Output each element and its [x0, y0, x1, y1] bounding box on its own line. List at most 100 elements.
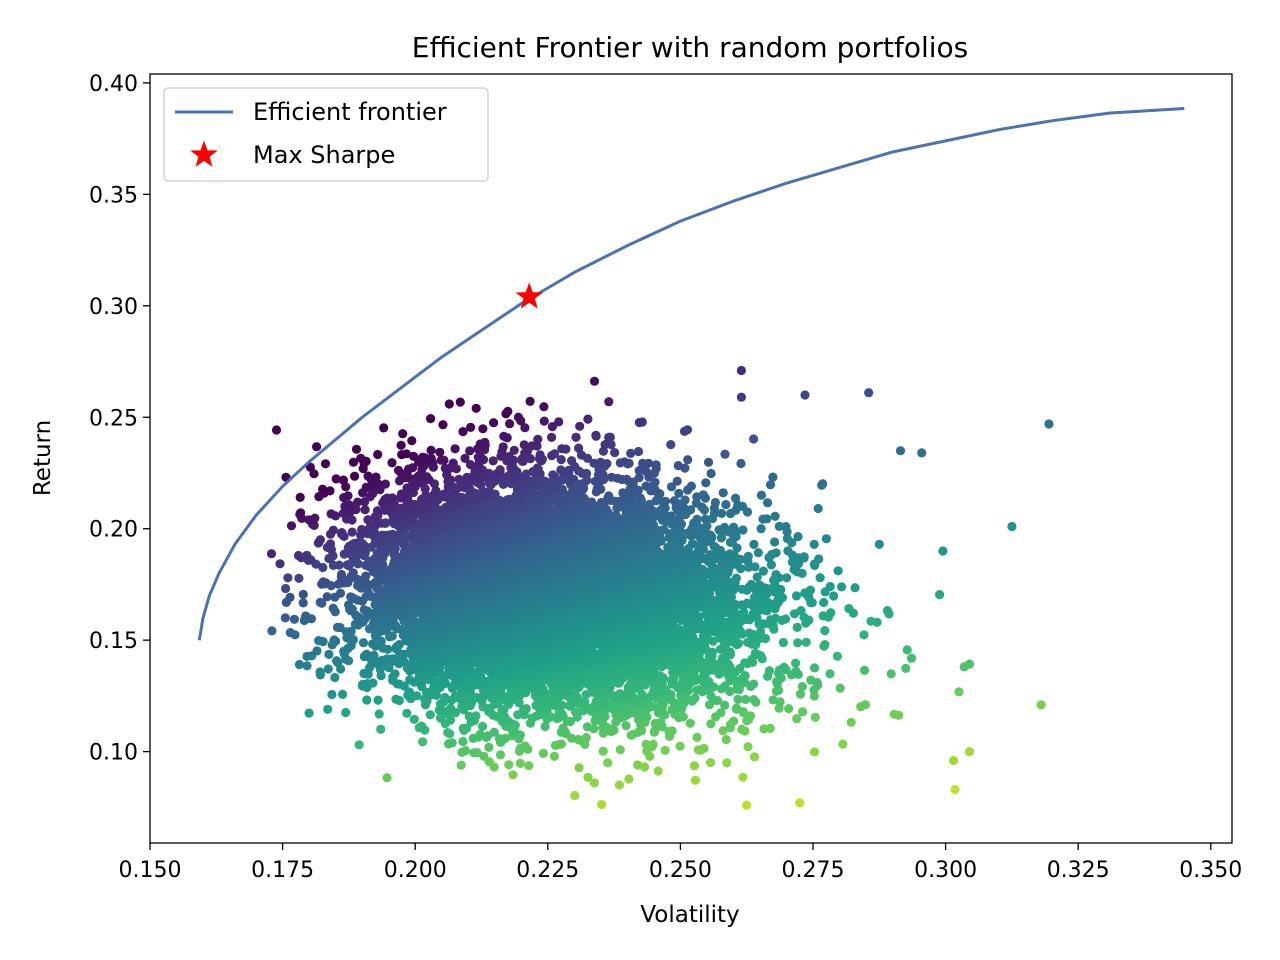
portfolio-point: [464, 711, 474, 721]
portfolio-point: [458, 736, 468, 747]
portfolio-point: [825, 581, 835, 592]
portfolio-point: [373, 695, 383, 705]
portfolio-point: [475, 730, 485, 740]
portfolio-point: [791, 591, 802, 601]
portfolio-point: [362, 695, 372, 705]
portfolio-point: [779, 662, 789, 672]
portfolio-point: [471, 711, 481, 721]
portfolio-point: [699, 743, 709, 754]
portfolio-point: [460, 746, 471, 756]
portfolio-point: [377, 655, 387, 665]
portfolio-point: [689, 761, 700, 771]
portfolio-point: [589, 778, 600, 788]
portfolio-point: [756, 626, 766, 637]
portfolio-point: [740, 671, 750, 681]
portfolio-point: [607, 690, 617, 700]
portfolio-point: [859, 665, 870, 676]
portfolio-point: [754, 580, 765, 590]
portfolio-point: [621, 721, 631, 731]
portfolio-point: [902, 645, 912, 655]
portfolio-point: [524, 761, 534, 771]
portfolio-point: [948, 755, 959, 766]
portfolio-point: [556, 739, 567, 749]
portfolio-point: [820, 640, 830, 650]
portfolio-point: [764, 666, 775, 676]
portfolio-point: [874, 539, 884, 549]
portfolio-point: [784, 704, 794, 714]
portfolio-point: [749, 695, 759, 705]
portfolio-point: [796, 606, 806, 616]
portfolio-point: [330, 672, 340, 683]
portfolio-point: [860, 700, 871, 710]
portfolio-point: [508, 770, 518, 780]
portfolio-point: [859, 630, 869, 640]
portfolio-point: [570, 790, 580, 801]
portfolio-point: [696, 684, 706, 694]
portfolio-point: [732, 703, 742, 713]
portfolio-point: [795, 689, 806, 699]
portfolio-point: [615, 745, 625, 755]
portfolio-point: [783, 546, 793, 556]
portfolio-point: [692, 732, 702, 743]
portfolio-point: [690, 775, 701, 785]
portfolio-point: [440, 692, 450, 703]
portfolio-point: [405, 675, 415, 685]
portfolio-point: [382, 773, 392, 783]
portfolio-point: [768, 695, 778, 705]
portfolio-point: [826, 608, 836, 618]
portfolio-point: [412, 691, 422, 701]
portfolio-point: [341, 707, 351, 718]
portfolio-point: [603, 758, 613, 768]
portfolio-point: [391, 694, 401, 704]
portfolio-point: [323, 664, 333, 674]
portfolio-point: [809, 539, 819, 550]
portfolio-point: [722, 758, 732, 768]
portfolio-point: [637, 689, 647, 699]
portfolio-point: [513, 710, 523, 720]
portfolio-point: [376, 724, 386, 734]
portfolio-point: [456, 760, 466, 770]
portfolio-point: [417, 721, 427, 731]
portfolio-point: [515, 758, 525, 769]
portfolio-point: [771, 570, 781, 580]
portfolio-point: [889, 709, 899, 719]
portfolio-point: [792, 714, 802, 724]
portfolio-point: [729, 716, 739, 726]
portfolio-point: [540, 721, 550, 732]
portfolio-point: [425, 710, 435, 720]
portfolio-point: [742, 800, 752, 810]
portfolio-point: [549, 751, 560, 761]
portfolio-point: [500, 712, 510, 722]
portfolio-point: [450, 691, 461, 701]
portfolio-point: [323, 704, 333, 714]
portfolio-point: [815, 573, 825, 583]
portfolio-point: [806, 675, 816, 685]
portfolio-point: [489, 727, 499, 737]
portfolio-point: [791, 666, 801, 677]
portfolio-point: [791, 658, 801, 668]
portfolio-point: [648, 739, 658, 750]
portfolio-point: [458, 723, 468, 734]
portfolio-point: [805, 585, 816, 595]
portfolio-point: [488, 692, 498, 702]
portfolio-point: [664, 726, 674, 737]
portfolio-point: [653, 766, 663, 776]
portfolio-point: [758, 566, 769, 576]
portfolio-point: [614, 780, 625, 790]
portfolio-point: [906, 653, 917, 663]
portfolio-point: [358, 679, 368, 690]
portfolio-point: [731, 573, 742, 583]
random-portfolios: [266, 365, 1054, 810]
portfolio-point: [818, 611, 828, 621]
portfolio-point: [583, 772, 593, 783]
portfolio-point: [573, 734, 584, 745]
portfolio-point: [777, 593, 788, 603]
portfolio-point: [358, 638, 369, 648]
portfolio-point: [302, 651, 312, 662]
portfolio-point: [725, 549, 735, 559]
chart-title: Efficient Frontier with random portfolio…: [412, 31, 969, 64]
portfolio-point: [315, 667, 325, 677]
portfolio-point: [743, 742, 753, 752]
portfolio-point: [749, 752, 760, 762]
